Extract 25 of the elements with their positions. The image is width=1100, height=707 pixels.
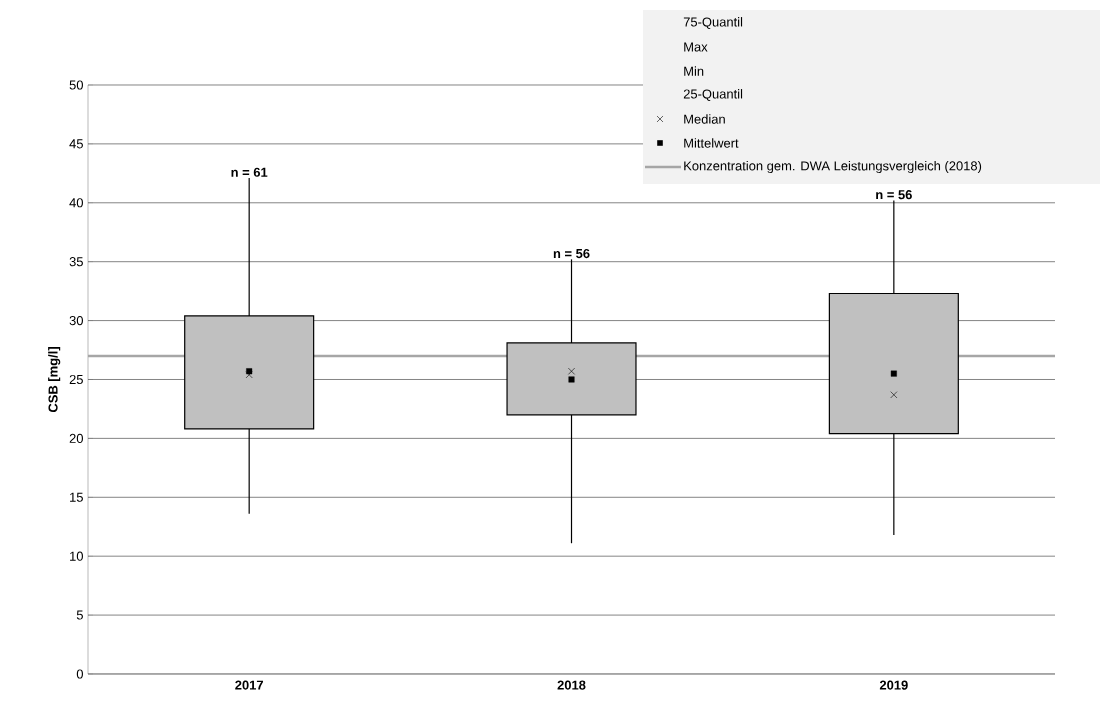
annotation: Median (684, 114, 725, 124)
annotation: 25-Quantil (683, 89, 743, 101)
x-tick-label: 2017 (235, 680, 264, 690)
y-tick-label: 45 (69, 139, 83, 149)
annotation: n = 56 (553, 248, 590, 259)
text: Min (684, 66, 704, 76)
y-axis-title: CSB [mg/l] (48, 347, 61, 413)
annotation: n = 56 (876, 190, 912, 200)
annotation: n = 61 (231, 167, 268, 177)
y-tick-label: 15 (70, 492, 83, 502)
y-tick-label: 10 (70, 551, 83, 561)
x-tick-label: 2018 (557, 680, 586, 690)
x-tick-label: 2019 (879, 680, 908, 690)
y-tick-label: 50 (69, 80, 83, 90)
y-tick-label: 30 (69, 316, 83, 326)
text: Max (684, 42, 708, 52)
legend-label: Konzentration gem. DWA Leistungsvergleich (2018) (684, 160, 982, 174)
y-tick-label: 35 (69, 257, 83, 267)
y-tick-label: 5 (76, 610, 83, 620)
y-tick-label: 0 (76, 669, 83, 679)
y-tick-label: 20 (69, 433, 83, 443)
text: 75-Quantil (683, 17, 743, 29)
y-tick-label: 25 (69, 374, 83, 385)
y-tick-label: 40 (69, 198, 83, 208)
legend-label: Mittelwert (684, 138, 739, 148)
